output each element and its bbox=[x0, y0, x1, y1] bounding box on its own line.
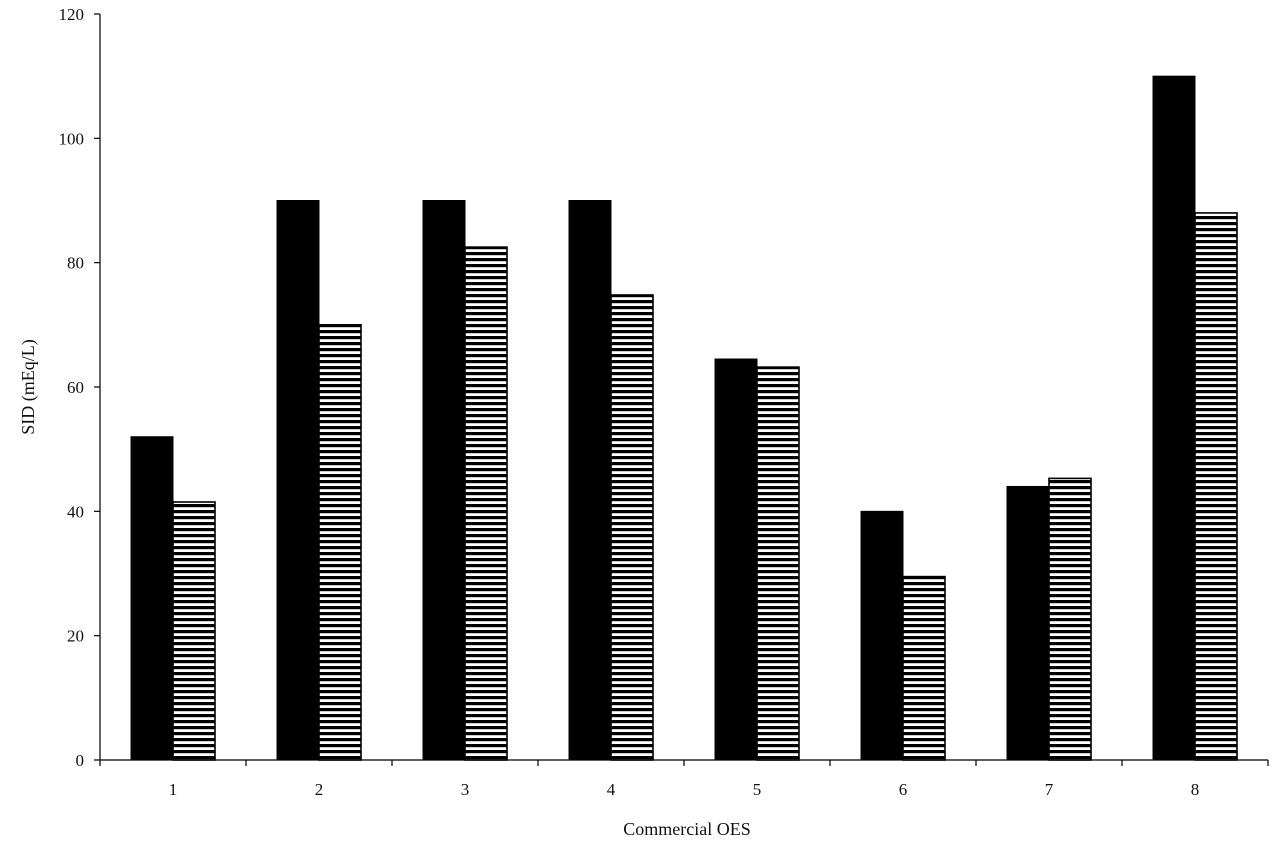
bar-solid bbox=[276, 200, 320, 761]
x-tick-label: 1 bbox=[169, 780, 178, 799]
x-tick-label: 3 bbox=[461, 780, 470, 799]
bar-solid bbox=[1152, 75, 1196, 761]
y-ticks: 0 20 40 60 80 100 120 bbox=[59, 5, 100, 770]
bar-solid bbox=[860, 510, 904, 761]
bar-solid bbox=[1006, 485, 1050, 761]
bars-layer bbox=[130, 75, 1238, 761]
x-tick-label: 7 bbox=[1045, 780, 1054, 799]
x-ticks: 1 2 3 4 5 6 7 8 bbox=[99, 760, 1269, 799]
x-tick-label: 8 bbox=[1191, 780, 1200, 799]
bar-solid bbox=[422, 200, 466, 761]
y-tick-label: 100 bbox=[59, 129, 85, 148]
bar-solid bbox=[568, 200, 612, 761]
bar-striped bbox=[1194, 212, 1238, 761]
x-tick-label: 4 bbox=[607, 780, 616, 799]
x-tick-label: 2 bbox=[315, 780, 324, 799]
bar-solid bbox=[130, 436, 174, 761]
x-axis-title: Commercial OES bbox=[623, 819, 750, 839]
y-tick-label: 0 bbox=[76, 751, 85, 770]
bar-striped bbox=[610, 294, 654, 761]
bar-striped bbox=[756, 366, 800, 761]
bar-solid bbox=[714, 358, 758, 761]
y-tick-label: 120 bbox=[59, 5, 85, 24]
y-tick-label: 20 bbox=[67, 627, 84, 646]
y-tick-label: 80 bbox=[67, 254, 84, 273]
bar-striped bbox=[1048, 477, 1092, 761]
x-tick-label: 6 bbox=[899, 780, 908, 799]
bar-striped bbox=[172, 501, 216, 761]
bar-striped bbox=[318, 324, 362, 761]
axes-layer bbox=[99, 14, 1268, 761]
bar-striped bbox=[464, 246, 508, 761]
y-axis-title: SID (mEq/L) bbox=[18, 339, 39, 434]
y-tick-label: 40 bbox=[67, 502, 84, 521]
bar-striped bbox=[902, 575, 946, 761]
y-tick-label: 60 bbox=[67, 378, 84, 397]
x-tick-label: 5 bbox=[753, 780, 762, 799]
